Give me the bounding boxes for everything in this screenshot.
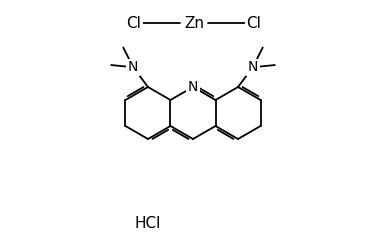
Text: HCl: HCl: [135, 215, 161, 230]
Text: Cl: Cl: [127, 15, 141, 31]
Text: N: N: [188, 80, 198, 94]
Text: Cl: Cl: [247, 15, 262, 31]
Text: N: N: [128, 60, 138, 74]
Text: Zn: Zn: [184, 15, 204, 31]
Text: N: N: [248, 60, 258, 74]
